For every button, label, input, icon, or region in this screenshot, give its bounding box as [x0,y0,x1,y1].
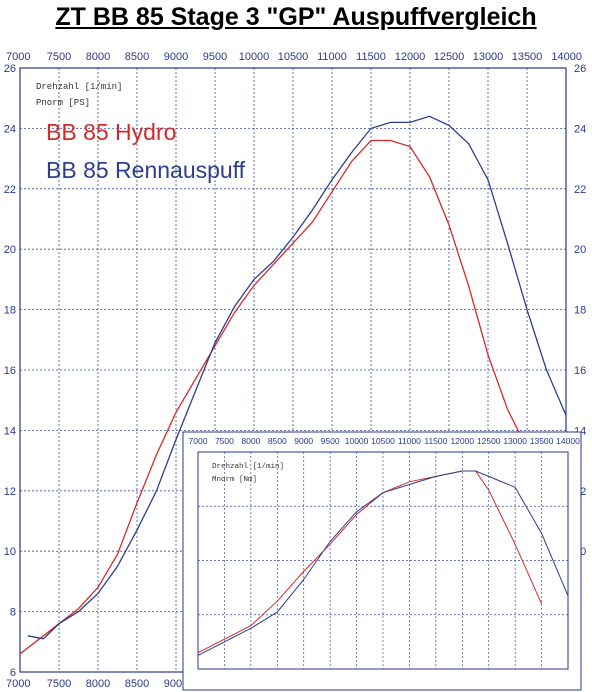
y-tick-label-left: 12 [4,486,16,498]
inset-x-tick-label: 8500 [268,436,287,446]
inset-x-tick-label: 13000 [503,436,527,446]
inset-x-tick-label: 12000 [450,436,474,446]
y-tick-label-left: 6 [10,667,16,679]
y-tick-label-left: 24 [4,123,16,135]
x-tick-label-top: 10000 [239,51,270,63]
inset-x-tick-label: 13500 [530,436,554,446]
y-tick-label-left: 20 [4,244,16,256]
inset-x-tick-label: 8000 [241,436,260,446]
inset-y-axis-label: Mnorm [Nm] [212,476,257,484]
x-tick-label-bottom: 7000 [6,678,30,690]
y-tick-label-right: 26 [574,63,586,75]
x-tick-label-top: 9500 [203,51,227,63]
x-axis-label: Drehzahl [1/min] [36,82,122,92]
y-tick-label-left: 10 [4,546,16,558]
inset-x-axis-label: Drehzahl [1/min] [212,463,284,471]
x-tick-label-top: 7500 [47,51,71,63]
y-tick-label-right: 24 [574,123,586,135]
y-tick-label-right: 18 [574,305,586,317]
x-tick-label-bottom: 8000 [86,678,110,690]
inset-x-tick-label: 11000 [398,436,421,446]
x-tick-label-top: 10500 [278,51,309,63]
inset-x-tick-label: 10500 [371,436,395,446]
legend-renn: BB 85 Rennauspuff [46,157,246,183]
y-tick-label-left: 8 [10,607,16,619]
x-tick-label-top: 13500 [512,51,543,63]
x-tick-label-bottom: 8500 [125,678,149,690]
y-axis-label: Pnorm [PS] [36,98,90,108]
x-tick-label-top: 8500 [125,51,149,63]
y-tick-label-right: 20 [574,244,586,256]
y-tick-label-left: 18 [4,305,16,317]
legend-hydro: BB 85 Hydro [46,119,176,145]
inset-x-tick-label: 7000 [189,436,208,446]
x-tick-label-top: 14000 [551,51,582,63]
x-tick-label-top: 11000 [317,51,347,63]
x-tick-label-top: 13000 [473,51,504,63]
y-tick-label-left: 26 [4,63,16,75]
inset-x-tick-label: 9000 [294,436,313,446]
x-tick-label-top: 12500 [434,51,465,63]
x-tick-label-top: 9000 [164,51,188,63]
inset-x-tick-label: 12500 [477,436,501,446]
inset-x-tick-label: 7500 [215,436,234,446]
x-tick-label-top: 11500 [356,51,386,63]
x-tick-label-top: 12000 [395,51,426,63]
y-tick-label-right: 16 [574,365,586,377]
inset-x-tick-label: 11500 [424,436,447,446]
y-tick-label-left: 14 [4,425,16,437]
inset-x-tick-label: 10000 [345,436,369,446]
y-tick-label-left: 16 [4,365,16,377]
y-tick-label-left: 22 [4,184,16,196]
inset-x-tick-label: 9500 [321,436,340,446]
inset-x-tick-label: 14000 [556,436,580,446]
x-tick-label-top: 7000 [6,51,30,63]
x-tick-label-top: 8000 [86,51,110,63]
x-tick-label-bottom: 7500 [47,678,71,690]
y-tick-label-right: 22 [574,184,586,196]
